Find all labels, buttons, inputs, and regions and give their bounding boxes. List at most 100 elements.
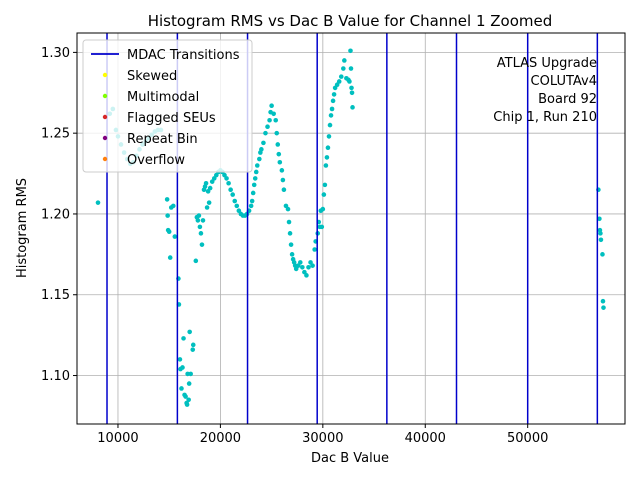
data-point (271, 111, 276, 117)
data-point (180, 365, 185, 370)
data-point (323, 163, 329, 168)
data-point (286, 219, 292, 225)
data-point (598, 237, 604, 243)
data-point (341, 66, 346, 71)
data-point (349, 90, 355, 96)
data-point (249, 198, 255, 204)
data-point (342, 58, 347, 63)
y-tick-label: 1.10 (41, 369, 70, 384)
legend-label: Repeat Bin (127, 132, 198, 147)
data-point (165, 213, 170, 218)
mdac-layer (106, 33, 599, 424)
data-point (186, 381, 192, 386)
data-point (254, 163, 260, 168)
data-point (324, 155, 330, 160)
legend-dot-swatch (102, 114, 108, 120)
legend-box (82, 39, 253, 173)
data-point (350, 105, 355, 110)
annotation-line: Chip 1, Run 210 (493, 110, 597, 125)
data-point (267, 117, 272, 123)
legend-label: MDAC Transitions (127, 48, 240, 63)
legend-label: Skewed (127, 69, 177, 84)
data-point (336, 79, 342, 84)
data-point (321, 192, 327, 197)
ticks-layer: 10000 20000 30000 40000 50000 1.10 1.15 1.20 1.2… (41, 46, 548, 446)
data-point (285, 206, 291, 212)
data-point (181, 336, 186, 341)
data-point (597, 216, 602, 222)
data-point (261, 140, 266, 146)
data-point (179, 386, 184, 391)
data-point (274, 130, 280, 136)
data-point (319, 224, 325, 230)
y-tick-label: 1.30 (41, 46, 70, 61)
data-point (322, 182, 328, 188)
y-axis-title: Histogram RMS (15, 178, 30, 278)
data-point (188, 371, 193, 377)
data-point (320, 206, 326, 212)
data-point (196, 213, 202, 218)
data-point (183, 394, 188, 399)
data-point (172, 234, 178, 239)
data-point (167, 255, 173, 260)
annotation-line: ATLAS Upgrade (497, 56, 597, 71)
data-point (203, 180, 209, 186)
data-point (306, 264, 311, 270)
data-point (252, 176, 258, 181)
data-point (275, 142, 281, 147)
data-point (287, 231, 293, 236)
data-point (190, 347, 196, 352)
data-point (269, 103, 274, 109)
data-point (187, 329, 192, 335)
data-point (347, 79, 352, 84)
legend-label: Overflow (127, 153, 185, 168)
data-point (200, 218, 206, 223)
legend-dot-swatch (102, 93, 108, 99)
data-point (253, 169, 259, 175)
data-point (310, 263, 315, 268)
data-point (251, 182, 257, 188)
data-point (198, 231, 204, 236)
data-point (193, 258, 199, 264)
data-point (348, 48, 353, 54)
data-point (204, 205, 210, 210)
data-point (600, 252, 605, 257)
data-point (276, 151, 282, 157)
data-point (279, 168, 285, 173)
atlas-annotation: ATLAS Upgrade COLUTAv4 Board 92 Chip 1, Run… (493, 56, 597, 125)
data-point (248, 203, 254, 209)
data-point (304, 273, 309, 278)
data-point (226, 180, 231, 186)
data-point (234, 203, 240, 209)
data-point (280, 177, 286, 183)
data-point (349, 85, 354, 91)
legend-label: Flagged SEUs (127, 111, 216, 126)
data-point (288, 242, 294, 247)
data-point (195, 218, 201, 223)
x-axis-title: Dac B Value (311, 451, 389, 466)
data-point (329, 106, 335, 112)
data-point (250, 190, 256, 196)
data-point (328, 113, 334, 118)
data-point (327, 122, 333, 128)
legend-dot-swatch (102, 72, 108, 78)
x-tick-label: 30000 (302, 431, 343, 446)
legend: MDAC Transitions Skewed Multimodal Flagged … (82, 39, 253, 173)
data-point (273, 117, 279, 123)
data-point (228, 187, 233, 193)
x-tick-label: 20000 (200, 431, 241, 446)
data-point (297, 260, 303, 265)
data-point (601, 305, 606, 310)
data-point (281, 187, 287, 193)
data-point (95, 200, 101, 205)
chart-title: Histogram RMS vs Dac B Value for Channel… (148, 12, 553, 30)
data-point (265, 124, 270, 130)
data-point (257, 156, 262, 162)
data-point (331, 92, 337, 97)
legend-dot-swatch (102, 135, 108, 141)
plot-frame (76, 32, 626, 425)
data-point (207, 185, 213, 191)
data-point (230, 192, 235, 197)
